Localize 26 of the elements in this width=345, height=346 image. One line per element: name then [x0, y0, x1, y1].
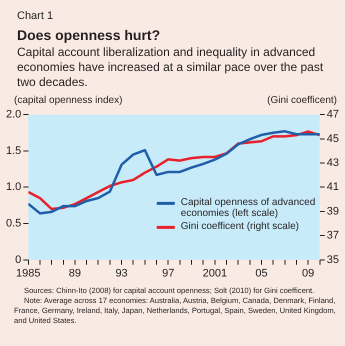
y-tick-label: 0 [15, 254, 22, 266]
y2-tick-label: 37 [326, 230, 340, 242]
x-tick-label: 89 [68, 267, 82, 280]
x-tick-label: 93 [115, 267, 128, 280]
x-tick-label: 97 [162, 267, 174, 280]
legend-label: Gini coefficent (right scale) [180, 221, 299, 232]
y2-tick-label: 47 [326, 108, 340, 121]
x-tick-label: 2001 [202, 267, 228, 280]
legend-label: Capital openness of advanced economies (left scale) [180, 197, 316, 220]
y-tick-label: 2.0 [6, 108, 22, 121]
y2-tick-label: 45 [326, 132, 340, 145]
x-tick-label: 05 [255, 267, 268, 280]
y-tick-label: 1.0 [6, 181, 22, 194]
chart-title: Does openness hurt? [16, 27, 162, 43]
y-axis-title: (capital openness index) [14, 95, 122, 106]
y2-tick-label: 43 [326, 157, 340, 170]
text: Capital account liberalization and inequality in advanced economies have increased at a similar pace over the past two decades. [16, 44, 324, 90]
chart-subtitle: Chart 1 [16, 10, 54, 22]
y2-tick-label: 35 [326, 254, 340, 266]
x-tick-label: 1985 [16, 267, 41, 280]
y2-axis-title: (Gini coefficent) [267, 95, 337, 106]
y-tick-label: 1.5 [6, 144, 22, 157]
y2-tick-label: 39 [326, 205, 340, 218]
y-tick-label: 0.5 [6, 218, 22, 230]
y2-tick-label: 41 [326, 181, 340, 194]
x-tick-label: 09 [302, 267, 314, 280]
